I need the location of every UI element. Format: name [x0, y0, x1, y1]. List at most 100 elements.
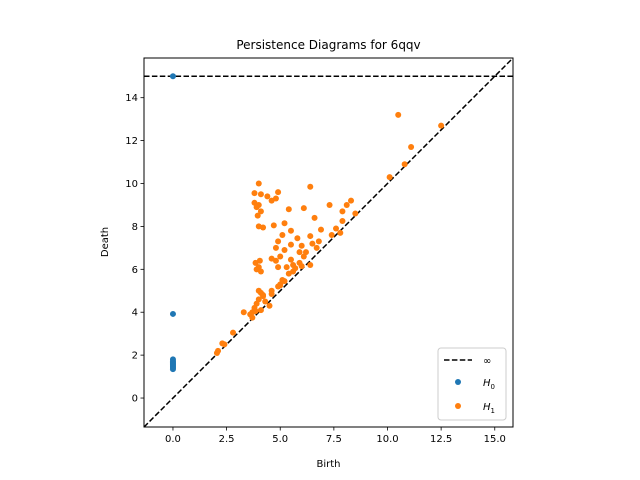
point-h1 [257, 208, 264, 215]
point-h1 [277, 253, 284, 260]
point-h1 [266, 302, 273, 309]
y-tick-label: 8 [132, 222, 138, 233]
point-h1 [300, 253, 307, 260]
point-h1 [230, 329, 237, 336]
point-h0 [169, 310, 176, 317]
point-h1 [277, 282, 284, 289]
point-h1 [339, 218, 346, 225]
point-h1 [287, 241, 294, 248]
point-h1 [307, 262, 314, 269]
legend-h0-marker [455, 379, 461, 385]
point-h1 [240, 309, 247, 316]
point-h1 [272, 195, 279, 202]
point-h1 [262, 298, 269, 305]
point-h1 [309, 240, 316, 247]
point-h1 [395, 111, 402, 118]
point-h1 [281, 247, 288, 254]
point-h1 [294, 235, 301, 242]
point-h1 [279, 231, 286, 238]
legend: ∞ H0 H1 [437, 347, 507, 421]
point-h1 [298, 263, 305, 270]
point-h1 [281, 220, 288, 227]
plot-area [144, 58, 513, 427]
diagonal-line [144, 58, 513, 427]
point-h1 [272, 244, 279, 251]
point-h1 [333, 225, 340, 232]
x-tick-label: 15.0 [484, 434, 506, 445]
legend-h1-marker [455, 403, 461, 409]
point-h1 [252, 308, 259, 315]
legend-h0-label: H0 [483, 378, 495, 391]
point-h1 [251, 190, 258, 197]
point-h1 [311, 214, 318, 221]
point-h1 [326, 201, 333, 208]
point-h0 [169, 73, 176, 80]
point-h1 [292, 265, 299, 272]
legend-infinity-label: ∞ [483, 356, 491, 367]
point-h1 [287, 256, 294, 263]
y-tick-label: 14 [125, 93, 138, 104]
point-h1 [307, 183, 314, 190]
point-h1 [352, 210, 359, 217]
x-axis-label: Birth [316, 459, 340, 470]
point-h1 [317, 226, 324, 233]
point-h1 [307, 233, 314, 240]
point-h1 [253, 204, 260, 211]
chart-title: Persistence Diagrams for 6qqv [236, 38, 420, 52]
legend-h1-label: H1 [483, 402, 495, 415]
point-h0 [169, 366, 176, 373]
point-h1 [275, 189, 282, 196]
plot-frame [143, 57, 514, 428]
point-h1 [339, 208, 346, 215]
y-tick-label: 6 [132, 265, 138, 276]
y-tick-label: 2 [132, 351, 138, 362]
point-h1 [298, 242, 305, 249]
x-tick-label: 7.5 [326, 434, 342, 445]
point-h1 [213, 349, 220, 356]
point-h1 [254, 212, 261, 219]
point-h1 [264, 193, 271, 200]
point-h1 [255, 180, 262, 187]
point-h1 [275, 238, 282, 245]
point-h1 [285, 206, 292, 213]
point-h1 [275, 264, 282, 271]
point-h1 [281, 278, 288, 285]
point-h1 [328, 231, 335, 238]
point-h1 [255, 287, 262, 294]
x-tick-label: 12.5 [430, 434, 452, 445]
point-h1 [386, 174, 393, 181]
point-h1 [315, 238, 322, 245]
y-axis-label: Death [100, 227, 111, 257]
point-h1 [296, 249, 303, 256]
point-h1 [337, 229, 344, 236]
point-h1 [260, 293, 267, 300]
point-h1 [287, 227, 294, 234]
point-h1 [257, 268, 264, 275]
point-h1 [401, 161, 408, 168]
point-h1 [300, 205, 307, 212]
y-tick-label: 4 [132, 308, 138, 319]
point-h1 [270, 222, 277, 229]
legend-box [437, 347, 507, 421]
point-h1 [268, 255, 275, 262]
point-h1 [221, 341, 228, 348]
point-h1 [438, 122, 445, 129]
y-axis: 0 2 4 6 8 10 12 14 [125, 93, 144, 405]
point-h1 [260, 224, 267, 231]
point-h1 [408, 144, 415, 151]
point-h1 [313, 244, 320, 251]
y-tick-label: 12 [125, 136, 138, 147]
y-tick-label: 10 [125, 179, 138, 190]
point-h1 [343, 201, 350, 208]
x-tick-label: 10.0 [376, 434, 398, 445]
point-h1 [268, 290, 275, 297]
point-h1 [283, 264, 290, 271]
point-h1 [257, 191, 264, 198]
x-tick-label: 0.0 [165, 434, 181, 445]
x-axis: 0.0 2.5 5.0 7.5 10.0 12.5 15.0 [165, 427, 506, 445]
x-tick-label: 2.5 [219, 434, 235, 445]
y-tick-label: 0 [132, 394, 138, 405]
point-h1 [348, 197, 355, 204]
point-h1 [249, 314, 256, 321]
